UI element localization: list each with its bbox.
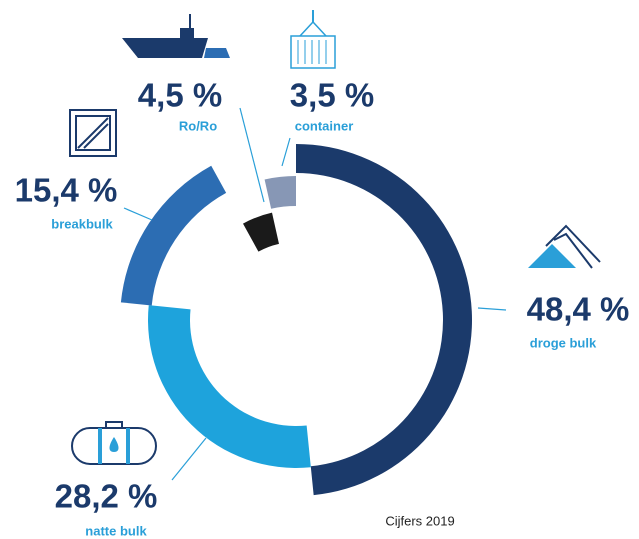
category-label: container bbox=[295, 118, 354, 133]
tank-icon bbox=[71, 421, 157, 465]
leader-line bbox=[239, 107, 265, 203]
container-icon bbox=[290, 10, 336, 69]
value-label: 15,4 % bbox=[15, 172, 118, 209]
donut-segment bbox=[243, 212, 279, 252]
donut-segment bbox=[120, 165, 227, 306]
donut-segment bbox=[296, 144, 473, 496]
donut-segment bbox=[264, 176, 296, 209]
leader-line bbox=[123, 207, 153, 221]
ship-icon bbox=[122, 14, 230, 58]
category-label: natte bulk bbox=[85, 523, 147, 538]
category-label: breakbulk bbox=[51, 216, 113, 231]
value-label: 28,2 % bbox=[55, 478, 158, 515]
value-label: 48,4 % bbox=[527, 291, 630, 328]
leader-line bbox=[171, 437, 207, 481]
leader-line bbox=[477, 307, 507, 311]
crate-icon bbox=[69, 109, 117, 157]
donut-segment bbox=[148, 305, 311, 468]
value-label: 4,5 % bbox=[138, 77, 222, 114]
category-label: Ro/Ro bbox=[179, 118, 217, 133]
leader-line bbox=[281, 137, 291, 167]
value-label: 3,5 % bbox=[290, 77, 374, 114]
category-label: droge bulk bbox=[530, 335, 597, 350]
bulk-icon bbox=[528, 224, 601, 269]
note: Cijfers 2019 bbox=[385, 513, 454, 528]
